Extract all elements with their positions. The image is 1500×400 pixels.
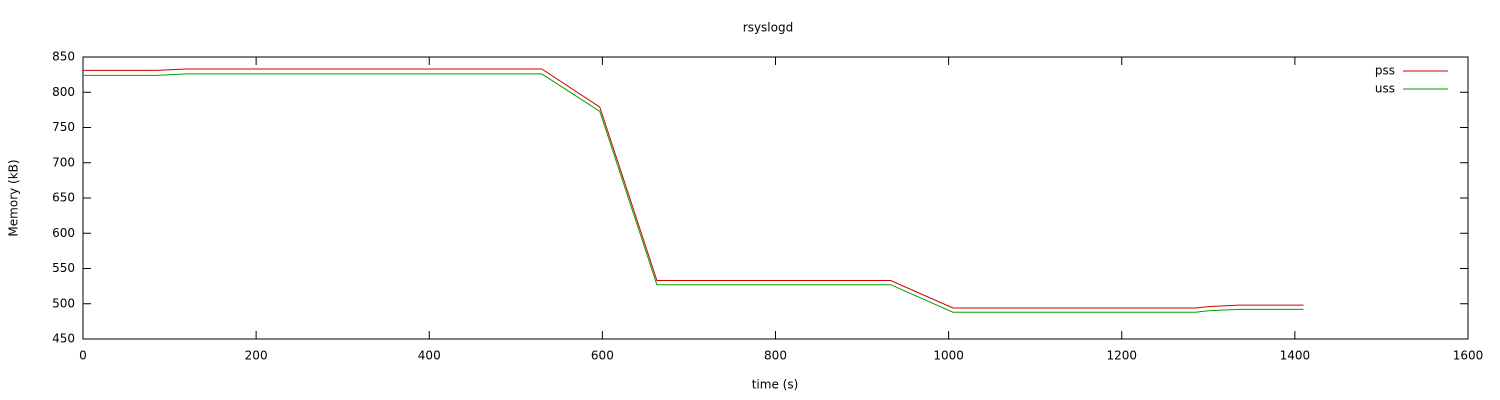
y-tick-label: 500 (52, 296, 75, 310)
series-line (83, 73, 1304, 313)
y-tick-label: 600 (52, 226, 75, 240)
legend-label: uss (1375, 82, 1395, 96)
x-axis-label: time (s) (752, 378, 799, 392)
y-tick-label: 800 (52, 85, 75, 99)
y-tick-label: 450 (52, 332, 75, 346)
y-tick-label: 550 (52, 261, 75, 275)
x-tick-label: 800 (764, 349, 787, 363)
x-tick-label: 1000 (933, 349, 964, 363)
y-tick-label: 850 (52, 50, 75, 64)
x-tick-label: 1600 (1453, 349, 1484, 363)
y-tick-label: 650 (52, 191, 75, 205)
x-tick-label: 600 (591, 349, 614, 363)
y-tick-label: 700 (52, 155, 75, 169)
y-axis-label: Memory (kB) (7, 159, 21, 236)
plot-frame (82, 56, 1469, 340)
x-tick-label: 1400 (1280, 349, 1311, 363)
x-tick-label: 200 (245, 349, 268, 363)
chart-title: rsyslogd (743, 21, 793, 35)
x-tick-label: 0 (79, 349, 87, 363)
legend-label: pss (1375, 64, 1395, 78)
y-tick-label: 750 (52, 120, 75, 134)
x-tick-label: 400 (418, 349, 441, 363)
series-line (83, 68, 1304, 309)
x-tick-label: 1200 (1106, 349, 1137, 363)
